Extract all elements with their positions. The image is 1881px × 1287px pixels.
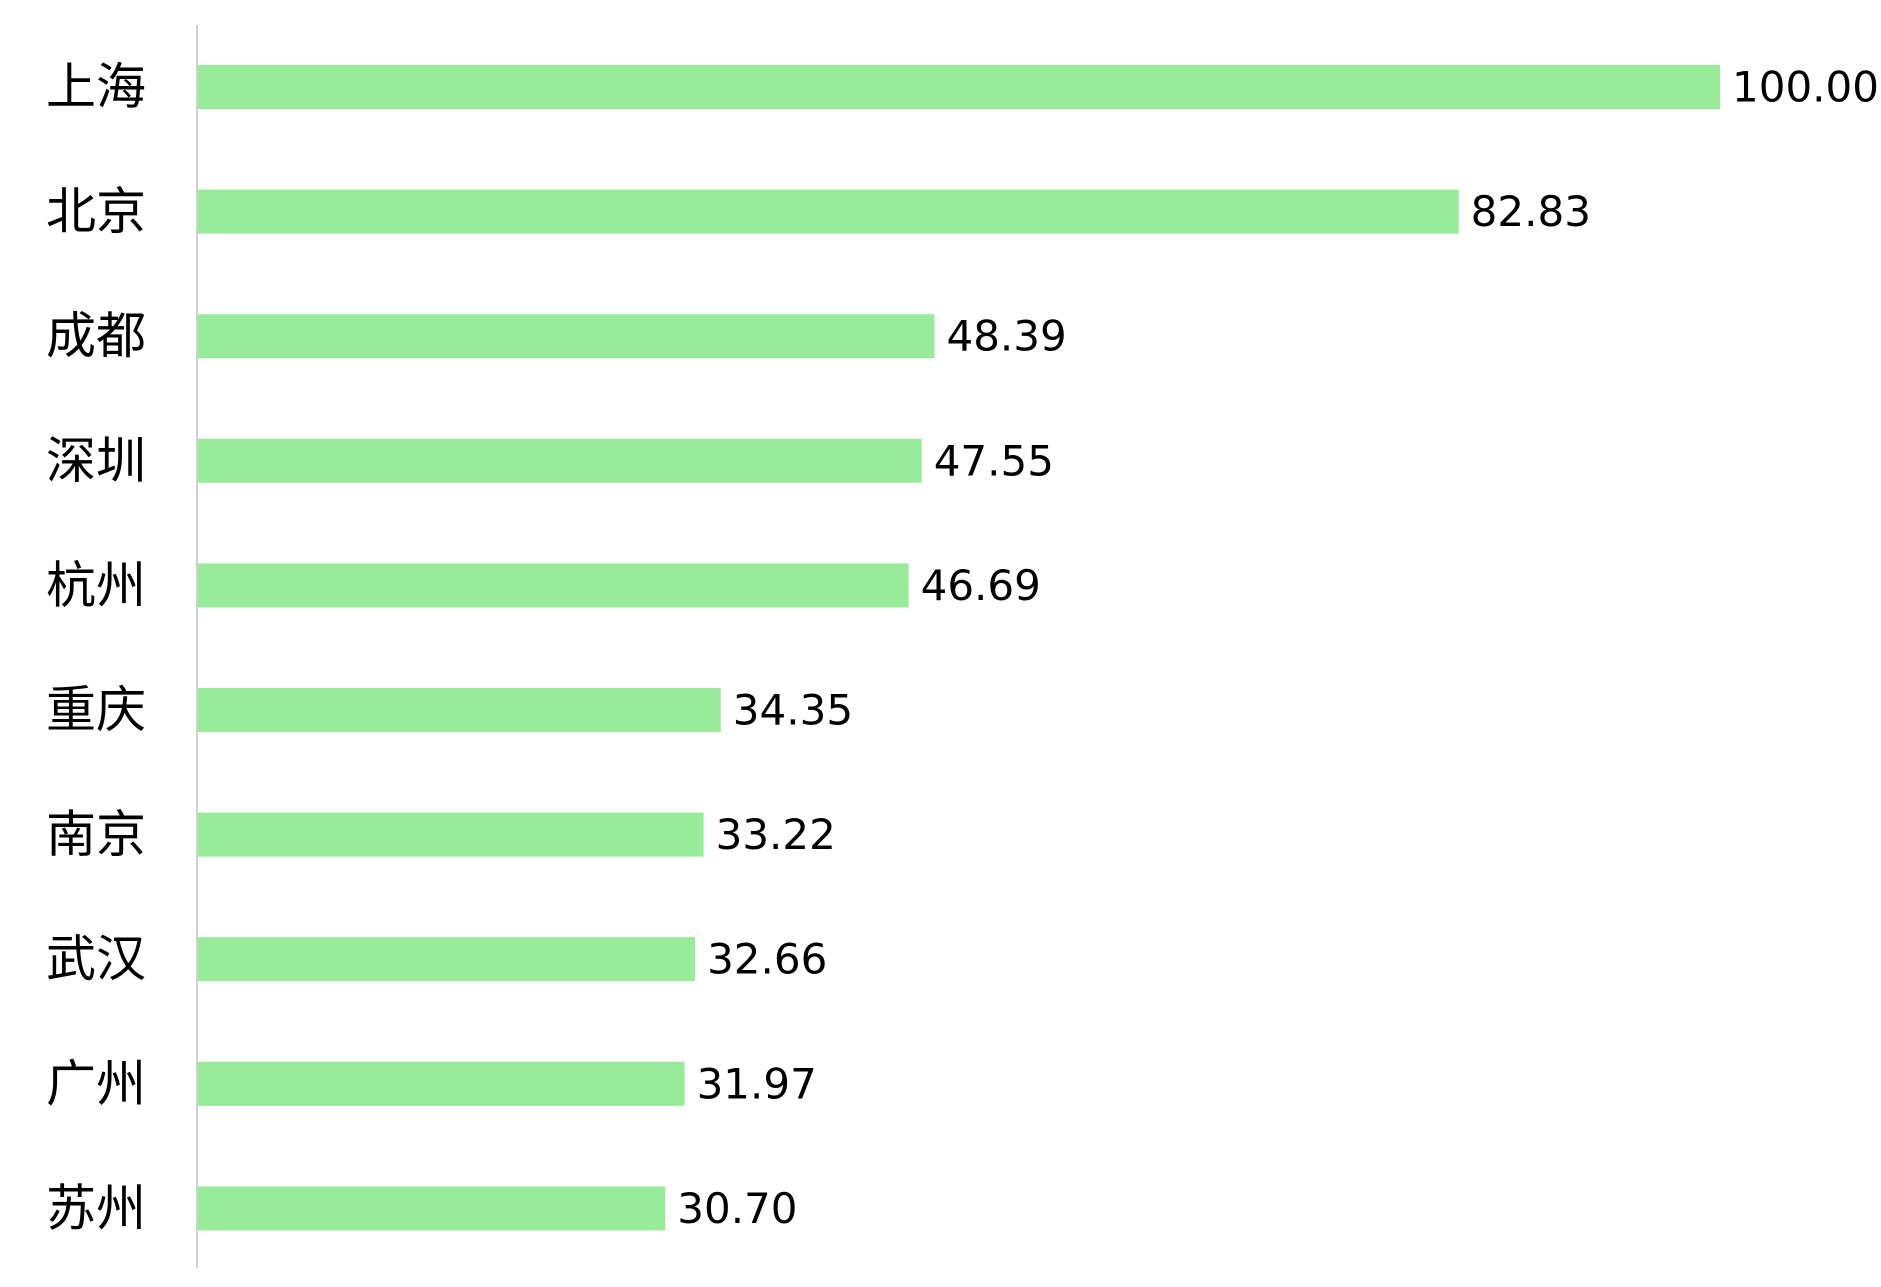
bar xyxy=(198,812,704,857)
bar xyxy=(198,189,1459,234)
value-label: 47.55 xyxy=(934,436,1054,485)
category-label: 广州 xyxy=(46,1055,146,1113)
bar xyxy=(198,314,935,359)
bar xyxy=(198,438,922,483)
value-label: 32.66 xyxy=(707,935,827,984)
bar xyxy=(198,1186,666,1231)
value-label: 82.83 xyxy=(1471,187,1591,236)
value-label: 30.70 xyxy=(677,1184,797,1233)
value-label: 46.69 xyxy=(921,561,1041,610)
bar xyxy=(198,563,909,608)
bar xyxy=(198,688,721,732)
category-label: 苏州 xyxy=(46,1179,146,1237)
category-label: 深圳 xyxy=(46,432,146,490)
value-label: 100.00 xyxy=(1732,63,1879,112)
category-label: 杭州 xyxy=(46,556,146,614)
value-label: 33.22 xyxy=(716,810,836,859)
bar xyxy=(198,1061,685,1106)
value-label: 31.97 xyxy=(697,1059,817,1108)
bars-group xyxy=(198,65,1720,1231)
value-label: 34.35 xyxy=(733,686,853,735)
category-label: 武汉 xyxy=(46,930,146,988)
bar xyxy=(198,65,1720,109)
category-label: 北京 xyxy=(46,183,146,241)
category-label: 成都 xyxy=(46,307,146,365)
category-label: 南京 xyxy=(46,806,146,864)
bar xyxy=(198,937,696,982)
category-label: 上海 xyxy=(46,58,146,116)
value-label: 48.39 xyxy=(946,312,1066,361)
value-labels-group: 100.00 82.83 48.39 47.55 46.69 34.35 33.22 32.6… xyxy=(677,63,1879,1233)
category-label: 重庆 xyxy=(46,681,146,739)
